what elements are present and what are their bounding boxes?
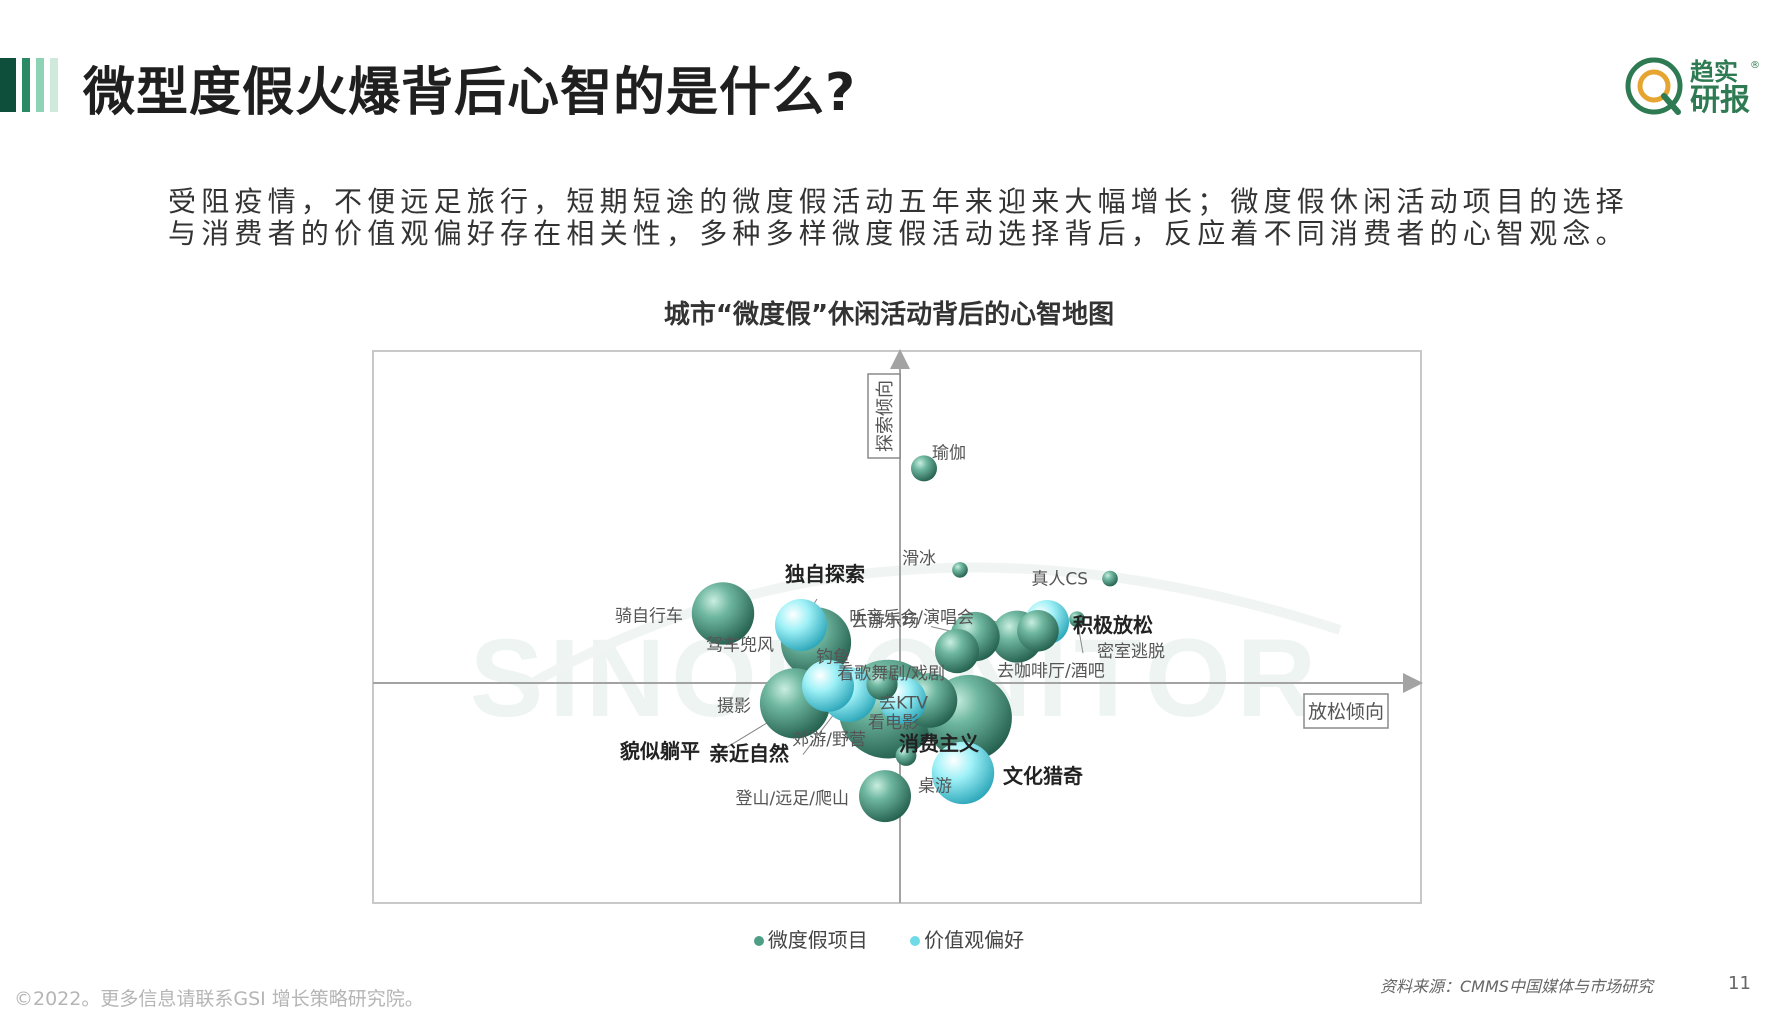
y-axis-label-box: [867, 373, 901, 459]
accent-bar-4: [50, 58, 58, 112]
activity-label-10: 钓鱼: [816, 647, 850, 667]
copyright-footer: ©2022。更多信息请联系GSI 增长策略研究院。: [14, 988, 424, 1010]
chart-legend: 微度假项目 价值观偏好: [0, 924, 1778, 953]
activity-label-12: 看电影: [868, 713, 919, 733]
activity-bubble-7: [934, 629, 980, 674]
accent-bar-2: [22, 58, 30, 112]
legend-item-activities: 微度假项目: [753, 924, 868, 953]
activity-bubble-8: [691, 582, 755, 645]
activity-label-11: 去KTV: [879, 693, 928, 713]
activity-bubble-1: [952, 562, 968, 578]
intro-paragraph: 受阻疫情，不便远足旅行，短期短途的微度假活动五年来迎来大幅增长；微度假休闲活动项…: [168, 185, 1629, 250]
leader-line-1-3: [802, 709, 838, 755]
activity-label-15: 桌游: [918, 777, 952, 797]
title-accent-bars: [0, 58, 60, 112]
brand-logo-icon: [1625, 57, 1683, 115]
value-label-3: 亲近自然: [709, 742, 789, 766]
activity-label-0: 瑜伽: [932, 443, 966, 463]
value-bubble-2: [802, 659, 854, 712]
logo-sub-text: 研报: [1690, 83, 1750, 118]
activity-label-4: 听音乐会/演唱会: [849, 608, 974, 628]
activity-bubble-0: [911, 455, 937, 482]
data-source: 资料来源：CMMS中国媒体与市场研究: [1380, 977, 1653, 996]
bubble-layer: [691, 455, 1118, 823]
activity-label-1: 滑冰: [902, 549, 936, 569]
leader-line-0-3: [1078, 627, 1084, 654]
activity-bubble-4: [1017, 610, 1059, 652]
accent-bar-3: [36, 58, 44, 112]
activity-label-9: 驾车兜风: [706, 635, 774, 655]
activity-bubble-3: [1069, 611, 1085, 627]
legend-item-values: 价值观偏好: [910, 924, 1024, 953]
activity-label-8: 骑自行车: [615, 606, 683, 626]
y-axis-label: 探索倾向: [875, 380, 896, 452]
logo-brand-text: 趋实: [1690, 58, 1738, 86]
value-label-2: 貌似躺平: [619, 739, 700, 763]
page-number: 11: [1728, 973, 1751, 994]
activity-label-3: 密室逃脱: [1097, 642, 1165, 662]
activity-label-16: 登山/远足/爬山: [736, 789, 849, 809]
x-axis-label: 放松倾向: [1308, 701, 1384, 723]
legend-dot-icon: [753, 936, 764, 946]
value-bubble-5: [931, 741, 995, 805]
activity-label-6: 去咖啡厅/酒吧: [997, 662, 1105, 682]
watermark-arc: [517, 562, 1342, 695]
legend-label: 微度假项目: [767, 928, 868, 952]
x-axis-label-box: [1303, 693, 1389, 729]
activity-label-7: 看歌舞剧/戏剧: [837, 664, 945, 684]
value-label-4: 消费主义: [899, 731, 979, 755]
activity-bubble-16: [859, 770, 911, 823]
chart-title: 城市“微度假”休闲活动背后的心智地图: [663, 300, 1115, 330]
activity-label-5: 去游乐场: [851, 612, 919, 632]
value-label-0: 独自探索: [785, 562, 865, 586]
activity-label-13: 摄影: [717, 696, 751, 716]
activity-label-2: 真人CS: [1031, 570, 1088, 590]
value-label-1: 积极放松: [1073, 613, 1153, 637]
legend-dot-icon: [910, 936, 921, 946]
value-bubble-0: [775, 599, 827, 651]
value-label-5: 文化猎奇: [1003, 764, 1083, 788]
activity-bubble-2: [1102, 570, 1118, 587]
activity-bubble-10: [866, 668, 898, 701]
accent-bar-1: [0, 58, 16, 112]
logo-registered-mark: ®: [1750, 60, 1760, 71]
activity-bubble-15: [895, 745, 917, 766]
legend-label: 价值观偏好: [924, 928, 1025, 952]
page-title: 微型度假火爆背后心智的是什么?: [83, 63, 857, 123]
activity-label-14: 郊游/野营: [792, 730, 866, 750]
